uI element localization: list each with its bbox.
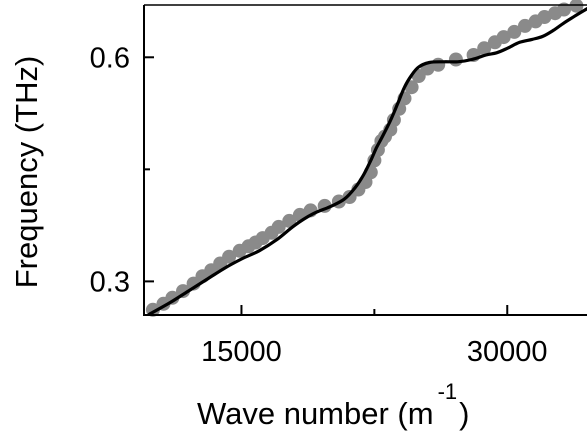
y-axis-label: Frequency (THz) xyxy=(9,56,44,289)
data-point xyxy=(537,10,552,24)
x-axis-label-close: ) xyxy=(459,396,469,431)
tick-labels: 15000 30000 0.3 0.6 xyxy=(90,42,548,368)
data-point xyxy=(165,290,180,305)
x-axis-label: Wave number (m-1) xyxy=(197,379,469,431)
data-point xyxy=(557,2,571,17)
axes xyxy=(143,4,587,316)
data-point xyxy=(496,30,511,45)
data-point xyxy=(477,41,492,56)
data-point xyxy=(431,57,446,72)
data-point xyxy=(222,249,237,264)
fit-line xyxy=(147,7,587,316)
data-point xyxy=(569,0,584,13)
data-point xyxy=(271,219,286,234)
y-tick-label: 0.3 xyxy=(90,266,130,298)
data-point xyxy=(518,18,532,33)
y-tick-label: 0.6 xyxy=(90,42,130,74)
data-point xyxy=(507,24,522,39)
x-axis-label-main: Wave number (m xyxy=(197,396,434,431)
data-point xyxy=(282,213,297,228)
data-point xyxy=(176,284,190,299)
data-point xyxy=(448,52,463,67)
x-tick-label: 15000 xyxy=(201,336,282,368)
x-tick-label: 30000 xyxy=(467,336,548,368)
x-axis-label-superscript: -1 xyxy=(438,379,458,404)
